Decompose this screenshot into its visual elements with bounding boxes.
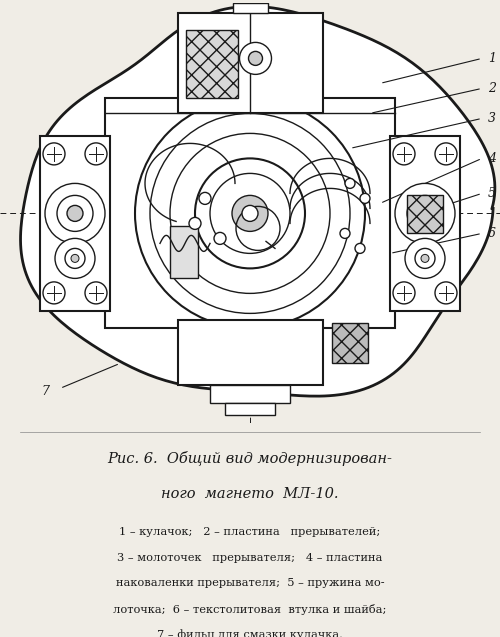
Text: 6: 6 — [488, 227, 496, 240]
Circle shape — [417, 205, 433, 222]
Text: 3 – молоточек   прерывателя;   4 – пластина: 3 – молоточек прерывателя; 4 – пластина — [118, 553, 382, 563]
Circle shape — [355, 243, 365, 254]
Circle shape — [240, 43, 272, 75]
Circle shape — [407, 196, 443, 231]
Circle shape — [210, 173, 290, 254]
Circle shape — [45, 183, 105, 243]
Bar — [178, 13, 322, 113]
Circle shape — [405, 238, 445, 278]
Bar — [225, 403, 275, 415]
Circle shape — [135, 98, 365, 329]
Circle shape — [43, 143, 65, 165]
Bar — [210, 385, 290, 403]
Text: Рис. 6.  Общий вид модернизирован-: Рис. 6. Общий вид модернизирован- — [108, 451, 393, 466]
Text: 7: 7 — [41, 385, 49, 398]
Circle shape — [393, 143, 415, 165]
Circle shape — [65, 248, 85, 268]
Text: 5: 5 — [488, 187, 496, 200]
Polygon shape — [20, 6, 495, 396]
Circle shape — [340, 229, 350, 238]
Bar — [170, 226, 198, 278]
Text: 7 – фильц для смазки кулачка.: 7 – фильц для смазки кулачка. — [157, 629, 343, 637]
Bar — [40, 136, 110, 311]
Circle shape — [435, 143, 457, 165]
Bar — [232, 3, 268, 13]
Text: лоточка;  6 – текстолитовая  втулка и шайба;: лоточка; 6 – текстолитовая втулка и шайб… — [114, 604, 386, 615]
Circle shape — [214, 233, 226, 245]
Circle shape — [393, 282, 415, 304]
Bar — [390, 136, 460, 311]
Circle shape — [150, 113, 350, 313]
Circle shape — [57, 196, 93, 231]
Text: 1: 1 — [488, 52, 496, 65]
Circle shape — [248, 52, 262, 66]
Text: 1 – кулачок;   2 – пластина   прерывателей;: 1 – кулачок; 2 – пластина прерывателей; — [120, 527, 380, 537]
Bar — [186, 31, 238, 98]
Text: 4: 4 — [488, 152, 496, 165]
Text: наковаленки прерывателя;  5 – пружина мо-: наковаленки прерывателя; 5 – пружина мо- — [116, 578, 384, 589]
Circle shape — [67, 205, 83, 222]
Circle shape — [199, 192, 211, 204]
Text: 2: 2 — [488, 82, 496, 95]
Circle shape — [85, 143, 107, 165]
Circle shape — [71, 254, 79, 262]
Circle shape — [85, 282, 107, 304]
Bar — [105, 98, 395, 329]
Circle shape — [421, 254, 429, 262]
Text: ного  магнето  МЛ-10.: ного магнето МЛ-10. — [161, 487, 339, 501]
Circle shape — [345, 178, 355, 189]
Bar — [407, 196, 443, 233]
Circle shape — [195, 159, 305, 268]
Circle shape — [232, 196, 268, 231]
Circle shape — [170, 133, 330, 294]
Circle shape — [415, 248, 435, 268]
Circle shape — [43, 282, 65, 304]
Circle shape — [242, 205, 258, 222]
Circle shape — [435, 282, 457, 304]
Bar — [178, 320, 322, 385]
Bar — [332, 324, 368, 363]
Circle shape — [395, 183, 455, 243]
Circle shape — [360, 194, 370, 203]
Text: 3: 3 — [488, 112, 496, 125]
Circle shape — [189, 217, 201, 229]
Circle shape — [55, 238, 95, 278]
